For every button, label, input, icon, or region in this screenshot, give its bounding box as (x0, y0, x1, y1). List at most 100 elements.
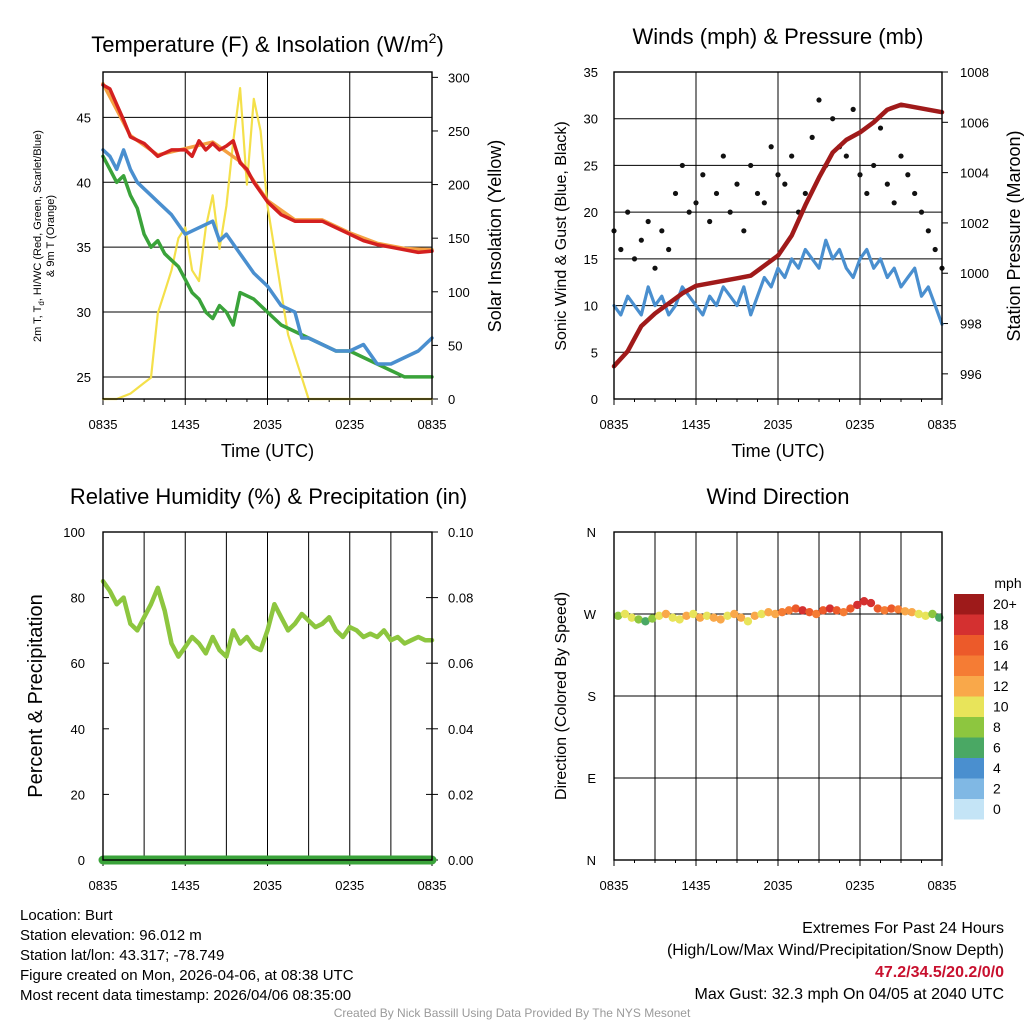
speed-legend-swatch (954, 717, 984, 738)
precip-y-tick-label: 0.02 (448, 787, 473, 802)
direction-axis-text: Direction (Colored By Speed) (553, 592, 570, 800)
precip-y-tick-label: 0.04 (448, 722, 473, 737)
precip-y-tick-label: 0.00 (448, 853, 473, 868)
direction-point (839, 607, 848, 617)
extremes-title: Extremes For Past 24 Hours (802, 920, 1004, 937)
temperature-x-tick-label: 2035 (253, 417, 282, 432)
wind-x-axis-label: Time (UTC) (731, 441, 824, 461)
temperature-y-axis-label: 2m T, Td, HI/WC (Red, Green, Scarlet/Blu… (32, 130, 57, 342)
insolation-y-tick-label: 300 (448, 70, 470, 85)
temperature-series-hi-wc (101, 148, 434, 366)
temperature-y-tick-label: 25 (77, 370, 91, 385)
humidity-y-tick-label: 100 (63, 525, 85, 540)
title-superscript: 2 (429, 30, 437, 46)
speed-legend-label: 18 (993, 617, 1009, 633)
direction-point (859, 597, 869, 606)
temperature-chart: Temperature (F) & Insolation (W/m2) 25 30 3… (32, 30, 505, 461)
speed-legend-swatch (954, 737, 984, 758)
wind-y-tick-label: 20 (584, 205, 598, 220)
direction-point (914, 609, 923, 619)
wind-y-tick-label: 10 (584, 299, 598, 314)
y-label-line-1: 2m T, Td, HI/WC (Red, Green, Scarlet/Blu… (32, 130, 46, 342)
direction-point (668, 613, 677, 622)
gust-point (898, 153, 904, 159)
speed-legend-swatch (954, 799, 984, 820)
gust-point (652, 265, 658, 271)
direction-y-tick-label: E (587, 771, 596, 786)
humidity-y-axis-label: Percent & Precipitation (25, 594, 47, 797)
temperature-series-solar-insolation (101, 87, 434, 401)
speed-legend-label: 16 (993, 637, 1009, 653)
wind-direction-chart: Wind Direction N E S W N 0835 1435 2035 0235 0835 D… (553, 484, 1022, 893)
direction-y-tick-label: N (587, 853, 596, 868)
direction-point (757, 609, 766, 619)
direction-point (928, 609, 937, 619)
speed-legend: mph 20+ 18 16 14 12 10 8 6 4 2 0 (954, 575, 1022, 820)
temperature-y-tick-label: 35 (77, 240, 91, 255)
direction-point (716, 615, 725, 624)
pressure-y-tick-label: 1006 (960, 115, 989, 130)
humidity-y-tick-label: 80 (71, 591, 85, 606)
direction-point (784, 606, 794, 615)
humidity-x-tick-label: 0835 (89, 878, 118, 893)
station-elevation: Station elevation: 96.012 m (20, 927, 202, 944)
direction-point (866, 598, 876, 608)
direction-point (812, 609, 821, 619)
direction-point (675, 615, 684, 624)
direction-point (654, 611, 664, 621)
precip-y-tick-label: 0.06 (448, 656, 473, 671)
insolation-y-tick-label: 150 (448, 231, 470, 246)
direction-point (709, 613, 718, 622)
direction-point (887, 604, 896, 613)
direction-x-tick-label: 0835 (600, 878, 629, 893)
gust-point (850, 106, 856, 112)
direction-point (682, 611, 691, 621)
gust-point (679, 162, 685, 169)
pressure-y-tick-label: 998 (960, 317, 982, 332)
gust-point (871, 162, 877, 169)
gust-point (727, 209, 733, 215)
direction-point (921, 611, 930, 621)
insolation-y-tick-label: 50 (448, 338, 462, 353)
direction-point (689, 609, 698, 619)
humidity-plot-frame (102, 531, 433, 861)
humidity-x-tick-label: 0235 (335, 878, 364, 893)
temperature-y-tick-label: 45 (77, 110, 91, 125)
humidity-x-tick-label: 2035 (253, 878, 282, 893)
direction-x-tick-label: 2035 (764, 878, 793, 893)
wind-x-tick-label: 0835 (928, 417, 957, 432)
pressure-y-tick-label: 1000 (960, 266, 989, 281)
direction-point (777, 607, 787, 617)
direction-point (743, 617, 753, 626)
gust-point (686, 209, 692, 215)
direction-point (730, 609, 739, 619)
speed-legend-label: 2 (993, 781, 1001, 797)
gust-point (932, 246, 938, 253)
speed-legend-label: 14 (993, 658, 1009, 674)
wind-x-tick-label: 0235 (846, 417, 875, 432)
direction-point (771, 609, 780, 619)
gust-point (925, 228, 931, 234)
speed-legend-label: 0 (993, 801, 1001, 817)
gust-point (754, 190, 761, 197)
speed-legend-label: 4 (993, 760, 1001, 776)
direction-point (764, 607, 773, 617)
direction-point (613, 611, 623, 621)
gust-point (857, 172, 863, 178)
humidity-chart-title: Relative Humidity (%) & Precipitation (i… (70, 484, 467, 509)
precip-y-tick-label: 0.10 (448, 525, 473, 540)
wind-series-sonic-wind (612, 238, 944, 326)
gust-point (918, 209, 925, 215)
gust-point (891, 200, 897, 206)
direction-point (880, 606, 889, 615)
temperature-x-tick-label: 0835 (418, 417, 447, 432)
direction-point (900, 607, 910, 616)
wind-direction-chart-title: Wind Direction (706, 484, 849, 509)
gust-point (789, 153, 795, 159)
direction-point (695, 613, 705, 622)
direction-point (846, 604, 855, 613)
speed-legend-swatch (954, 696, 984, 717)
y-label-part: 2m T, T (32, 305, 44, 342)
wind-y-tick-label: 25 (584, 158, 598, 173)
direction-point (853, 600, 862, 610)
